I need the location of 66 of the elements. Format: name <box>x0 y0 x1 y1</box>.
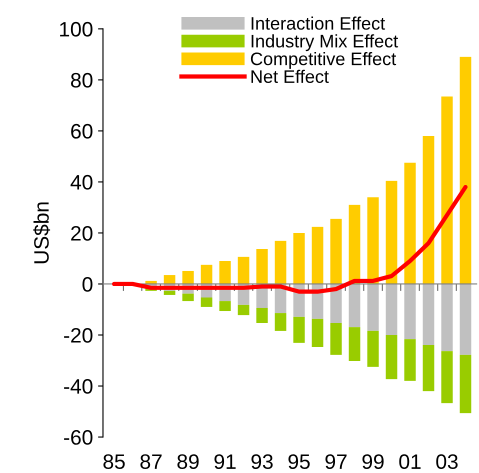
bar <box>422 136 434 284</box>
y-tick-label: 80 <box>70 72 92 88</box>
bar <box>386 335 398 380</box>
bar <box>367 330 379 367</box>
bar <box>182 294 194 302</box>
bar <box>182 270 194 284</box>
bar <box>293 232 305 284</box>
legend-label: Interaction Effect <box>252 16 386 30</box>
bar <box>238 256 250 284</box>
bar <box>219 301 231 312</box>
x-tick-label: 01 <box>399 454 421 470</box>
bar <box>441 96 453 284</box>
legend-label: Competitive Effect <box>250 52 396 69</box>
y-tick-label: -60 <box>64 430 92 445</box>
bar <box>422 344 434 392</box>
bar <box>164 275 176 284</box>
x-tick-label: 89 <box>177 454 199 470</box>
bar <box>330 323 342 355</box>
bar <box>404 284 416 340</box>
bar <box>256 249 268 284</box>
bar <box>460 354 472 414</box>
bar <box>404 162 416 284</box>
bar <box>219 261 231 284</box>
y-tick-label: -20 <box>64 328 92 343</box>
bar <box>238 304 250 316</box>
legend-label: Industry Mix Effect <box>252 34 398 52</box>
y-tick-label: 60 <box>71 124 92 139</box>
bar <box>330 218 342 284</box>
bar <box>348 327 360 362</box>
y-tick-label: -40 <box>64 379 92 394</box>
x-tick-label: 95 <box>288 454 310 470</box>
bar <box>348 284 360 328</box>
bar <box>164 290 176 295</box>
x-tick-label: 93 <box>251 454 273 470</box>
bar <box>348 204 360 284</box>
bar <box>386 284 398 335</box>
bar <box>274 313 286 331</box>
bar <box>274 240 286 284</box>
x-tick-label: 99 <box>362 454 384 470</box>
x-tick-label: 87 <box>140 454 162 470</box>
x-tick-label: 97 <box>325 454 347 470</box>
bar <box>367 197 379 284</box>
line-series <box>112 184 468 294</box>
bar <box>367 284 379 331</box>
legend-label: Net Effect <box>251 70 329 83</box>
x-tick-label: 85 <box>103 454 125 470</box>
y-tick-label: 100 <box>60 22 92 37</box>
y-tick-label: 0 <box>82 276 92 292</box>
y-axis-title: US$bn <box>33 202 50 264</box>
bar <box>312 318 324 347</box>
y-tick-label: 40 <box>70 174 92 190</box>
bar <box>293 316 305 343</box>
x-tick-label: 03 <box>436 454 458 470</box>
bar <box>200 298 212 307</box>
bar <box>460 56 472 284</box>
bar <box>441 351 453 404</box>
bar <box>312 226 324 284</box>
y-tick-label: 20 <box>71 226 92 241</box>
bar <box>441 284 453 352</box>
bar <box>404 339 416 381</box>
bar <box>422 284 434 345</box>
x-tick-label: 91 <box>214 454 236 470</box>
bar <box>200 264 212 284</box>
bar <box>460 284 472 355</box>
bar <box>386 180 398 284</box>
bar <box>256 308 268 324</box>
